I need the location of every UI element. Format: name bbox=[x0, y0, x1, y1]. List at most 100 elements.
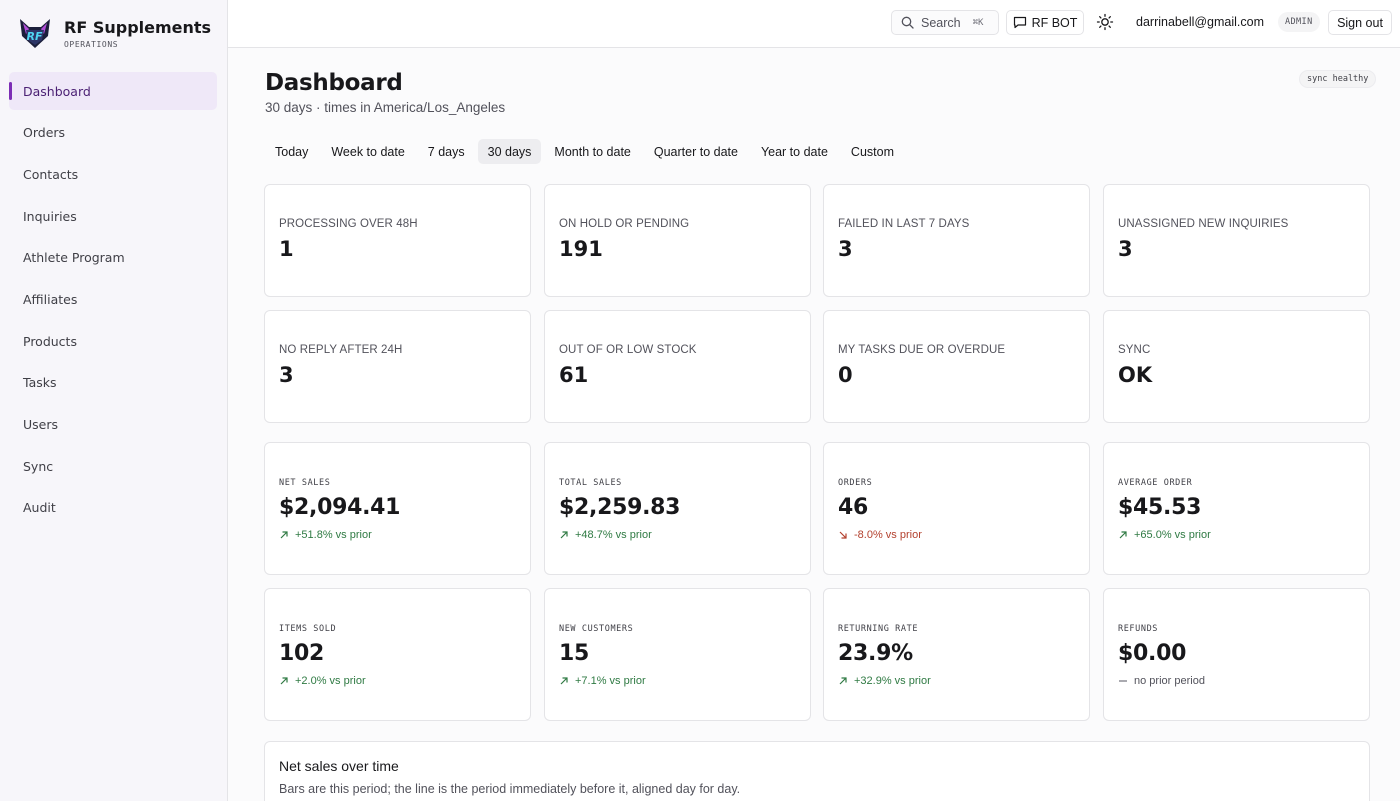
kpi-delta: -8.0% vs prior bbox=[838, 529, 922, 541]
alert-value: 3 bbox=[838, 237, 853, 261]
sidebar-item-orders[interactable]: Orders bbox=[23, 125, 66, 141]
page-subtitle: 30 days · times in America/Los_Angeles bbox=[265, 100, 506, 115]
sync-status-badge: sync healthy bbox=[1299, 70, 1377, 88]
alert-value: 191 bbox=[559, 237, 603, 261]
alert-value: 3 bbox=[1118, 237, 1133, 261]
kpi-delta: +65.0% vs prior bbox=[1118, 529, 1211, 541]
alert-value: OK bbox=[1118, 363, 1153, 387]
kpi-delta-text: +48.7% vs prior bbox=[575, 529, 652, 541]
alert-card-failed-last-7-days[interactable]: FAILED IN LAST 7 DAYS 3 bbox=[823, 184, 1090, 297]
range-tab-week-to-date[interactable]: Week to date bbox=[331, 144, 405, 159]
range-tab-quarter-to-date[interactable]: Quarter to date bbox=[653, 144, 738, 159]
role-badge: ADMIN bbox=[1278, 12, 1320, 32]
topbar: Search ⌘K RF BOT darrinabell@gmail.com A… bbox=[228, 0, 1400, 48]
range-tab-month-to-date[interactable]: Month to date bbox=[554, 144, 631, 159]
search-icon bbox=[901, 16, 914, 29]
kpi-label: REFUNDS bbox=[1118, 624, 1159, 634]
kpi-card-new-customers: NEW CUSTOMERS 15 +7.1% vs prior bbox=[544, 588, 811, 721]
net-sales-chart-card: Net sales over time Bars are this period… bbox=[264, 741, 1370, 801]
kpi-delta-text: -8.0% vs prior bbox=[854, 529, 922, 541]
alert-label: ON HOLD OR PENDING bbox=[559, 218, 690, 230]
kpi-label: NET SALES bbox=[279, 478, 331, 488]
kpi-value: 102 bbox=[279, 641, 325, 666]
rf-bot-label: RF BOT bbox=[1031, 15, 1078, 30]
alert-card-processing-over-48h[interactable]: PROCESSING OVER 48H 1 bbox=[264, 184, 531, 297]
alert-label: MY TASKS DUE OR OVERDUE bbox=[838, 344, 1006, 356]
arrow-up-right-icon bbox=[280, 531, 288, 539]
kpi-value: 23.9% bbox=[838, 641, 913, 666]
alert-value: 3 bbox=[279, 363, 294, 387]
arrow-up-right-icon bbox=[560, 531, 568, 539]
kpi-card-total-sales: TOTAL SALES $2,259.83 +48.7% vs prior bbox=[544, 442, 811, 575]
rf-bot-button[interactable]: RF BOT bbox=[1006, 10, 1084, 35]
kpi-delta-text: +7.1% vs prior bbox=[575, 675, 646, 687]
user-email: darrinabell@gmail.com bbox=[1136, 15, 1265, 29]
search-shortcut: ⌘K bbox=[972, 17, 984, 28]
alert-label: SYNC bbox=[1118, 344, 1151, 356]
sidebar-item-audit[interactable]: Audit bbox=[23, 500, 56, 516]
kpi-value: $2,094.41 bbox=[279, 495, 401, 520]
alert-value: 61 bbox=[559, 363, 589, 387]
kpi-delta-text: +51.8% vs prior bbox=[295, 529, 372, 541]
date-range-tabs: Today Week to date 7 days 30 days Month … bbox=[265, 139, 907, 164]
brand-name: RF Supplements bbox=[64, 17, 212, 37]
kpi-card-returning-rate: RETURNING RATE 23.9% +32.9% vs prior bbox=[823, 588, 1090, 721]
sidebar-item-dashboard[interactable]: Dashboard bbox=[9, 72, 217, 110]
sidebar-item-contacts[interactable]: Contacts bbox=[23, 166, 79, 182]
kpi-card-items-sold: ITEMS SOLD 102 +2.0% vs prior bbox=[264, 588, 531, 721]
kpi-value: $0.00 bbox=[1118, 641, 1187, 666]
alert-card-unassigned-new-inquiries[interactable]: UNASSIGNED NEW INQUIRIES 3 bbox=[1103, 184, 1370, 297]
alert-value: 1 bbox=[279, 237, 294, 261]
range-tab-30-days[interactable]: 30 days bbox=[477, 139, 542, 164]
alert-card-my-tasks-due[interactable]: MY TASKS DUE OR OVERDUE 0 bbox=[823, 310, 1090, 423]
arrow-up-right-icon bbox=[839, 677, 847, 685]
sidebar-item-inquiries[interactable]: Inquiries bbox=[23, 208, 77, 224]
range-tab-year-to-date[interactable]: Year to date bbox=[760, 144, 828, 159]
sign-out-button[interactable]: Sign out bbox=[1328, 10, 1392, 35]
search-button[interactable]: Search ⌘K bbox=[891, 10, 999, 35]
kpi-card-orders: ORDERS 46 -8.0% vs prior bbox=[823, 442, 1090, 575]
kpi-card-net-sales: NET SALES $2,094.41 +51.8% vs prior bbox=[264, 442, 531, 575]
alert-label: OUT OF OR LOW STOCK bbox=[559, 344, 697, 356]
kpi-card-refunds: REFUNDS $0.00 no prior period bbox=[1103, 588, 1370, 721]
alert-label: FAILED IN LAST 7 DAYS bbox=[838, 218, 970, 230]
kpi-delta: +51.8% vs prior bbox=[279, 529, 372, 541]
kpi-value: 15 bbox=[559, 641, 590, 666]
kpi-card-average-order: AVERAGE ORDER $45.53 +65.0% vs prior bbox=[1103, 442, 1370, 575]
rf-fox-logo-icon: RF bbox=[20, 19, 50, 48]
brand[interactable]: RF RF Supplements OPERATIONS bbox=[18, 16, 211, 50]
sidebar-item-products[interactable]: Products bbox=[23, 333, 77, 349]
sidebar-item-sync[interactable]: Sync bbox=[23, 458, 54, 474]
sidebar-item-athlete-program[interactable]: Athlete Program bbox=[23, 250, 125, 266]
page-title: Dashboard bbox=[265, 70, 403, 96]
alert-label: UNASSIGNED NEW INQUIRIES bbox=[1118, 218, 1289, 230]
sidebar-item-users[interactable]: Users bbox=[23, 417, 59, 432]
dash-icon bbox=[1119, 680, 1127, 682]
kpi-delta: +48.7% vs prior bbox=[559, 529, 652, 541]
alert-card-no-reply-after-24h[interactable]: NO REPLY AFTER 24H 3 bbox=[264, 310, 531, 423]
range-tab-custom[interactable]: Custom bbox=[850, 144, 894, 159]
sidebar-nav: Dashboard Orders Contacts Inquiries Athl… bbox=[9, 72, 217, 531]
sidebar-item-affiliates[interactable]: Affiliates bbox=[23, 291, 78, 307]
kpi-value: 46 bbox=[838, 495, 869, 520]
kpi-delta: +7.1% vs prior bbox=[559, 675, 646, 687]
sun-icon[interactable] bbox=[1096, 13, 1114, 31]
alert-value: 0 bbox=[838, 363, 853, 387]
kpi-label: NEW CUSTOMERS bbox=[559, 624, 634, 634]
alert-card-on-hold-or-pending[interactable]: ON HOLD OR PENDING 191 bbox=[544, 184, 811, 297]
kpi-value: $2,259.83 bbox=[559, 495, 681, 520]
sidebar-item-tasks[interactable]: Tasks bbox=[23, 375, 57, 391]
svg-text:RF: RF bbox=[27, 30, 43, 43]
range-tab-today[interactable]: Today bbox=[275, 144, 309, 159]
arrow-up-right-icon bbox=[560, 677, 568, 685]
brand-subtitle: OPERATIONS bbox=[64, 39, 119, 49]
alert-card-sync[interactable]: SYNC OK bbox=[1103, 310, 1370, 423]
kpi-label: ORDERS bbox=[838, 478, 873, 488]
kpi-delta-text: +65.0% vs prior bbox=[1134, 529, 1211, 541]
chart-description: Bars are this period; the line is the pe… bbox=[279, 782, 741, 796]
alert-card-out-of-or-low-stock[interactable]: OUT OF OR LOW STOCK 61 bbox=[544, 310, 811, 423]
range-tab-7-days[interactable]: 7 days bbox=[427, 144, 465, 159]
chat-icon bbox=[1013, 16, 1026, 29]
kpi-label: RETURNING RATE bbox=[838, 624, 919, 634]
kpi-delta: +32.9% vs prior bbox=[838, 675, 931, 687]
